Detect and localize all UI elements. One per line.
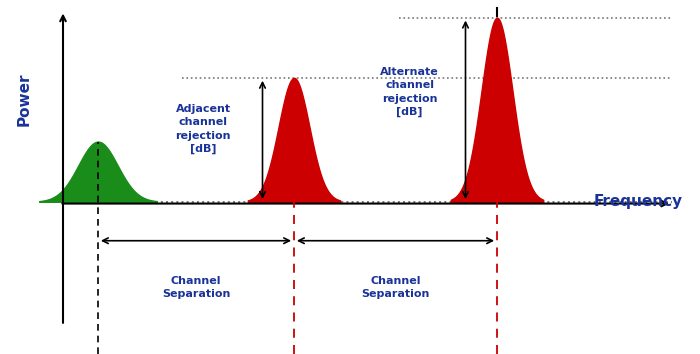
Text: Adjacent
channel
rejection
[dB]: Adjacent channel rejection [dB] [175, 104, 231, 154]
Text: Power: Power [17, 72, 32, 126]
Text: Channel
Separation: Channel Separation [162, 276, 230, 298]
Text: Alternate
channel
rejection
[dB]: Alternate channel rejection [dB] [380, 67, 439, 117]
Text: Frequency: Frequency [594, 194, 682, 209]
Text: Channel
Separation: Channel Separation [361, 276, 430, 298]
